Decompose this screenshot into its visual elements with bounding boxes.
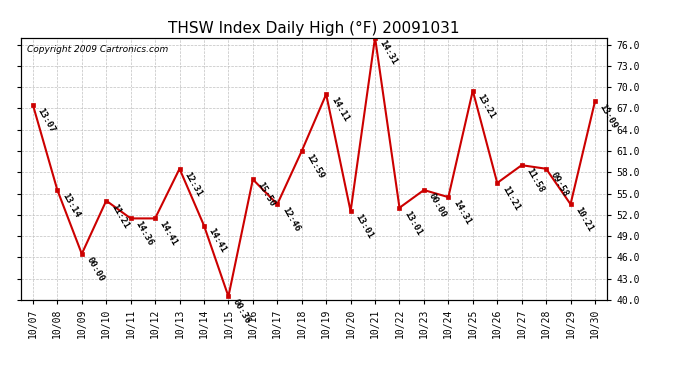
Text: 11:21: 11:21 [500,184,521,212]
Text: 13:09: 13:09 [598,103,619,130]
Text: 14:11: 14:11 [329,96,351,123]
Text: 14:31: 14:31 [451,198,473,226]
Text: 09:58: 09:58 [549,170,570,198]
Text: Copyright 2009 Cartronics.com: Copyright 2009 Cartronics.com [26,45,168,54]
Text: 13:07: 13:07 [36,106,57,134]
Title: THSW Index Daily High (°F) 20091031: THSW Index Daily High (°F) 20091031 [168,21,460,36]
Text: 00:00: 00:00 [426,191,448,219]
Text: 12:46: 12:46 [280,206,302,233]
Text: 13:01: 13:01 [353,213,375,240]
Text: 15:50: 15:50 [255,181,277,209]
Text: 13:14: 13:14 [60,191,81,219]
Text: 13:01: 13:01 [402,209,424,237]
Text: 14:41: 14:41 [207,227,228,255]
Text: 00:36: 00:36 [231,298,253,326]
Text: 14:41: 14:41 [158,220,179,248]
Text: 12:59: 12:59 [304,152,326,180]
Text: 12:31: 12:31 [182,170,204,198]
Text: 10:21: 10:21 [573,206,595,233]
Text: 11:21: 11:21 [109,202,130,230]
Text: 14:31: 14:31 [378,39,399,67]
Text: 13:21: 13:21 [475,92,497,120]
Text: 00:00: 00:00 [85,255,106,283]
Text: 11:58: 11:58 [524,166,546,194]
Text: 14:36: 14:36 [133,220,155,248]
